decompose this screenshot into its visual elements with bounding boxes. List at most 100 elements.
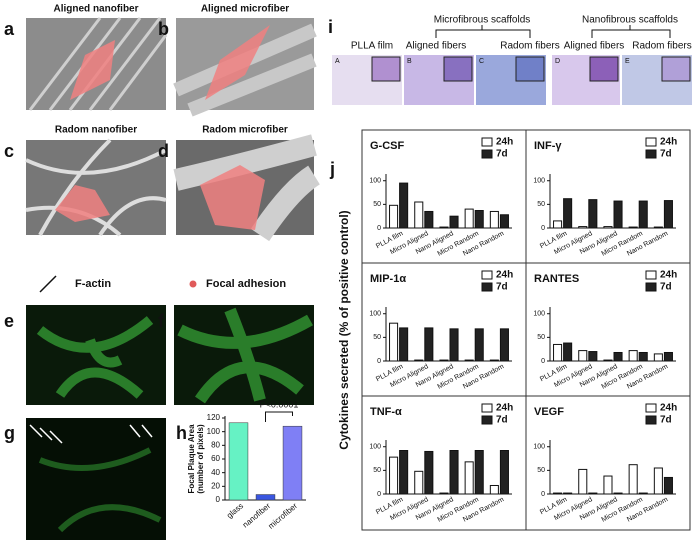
y-tick-label: 50 [537, 334, 545, 341]
bar [474, 210, 484, 229]
y-tick-label: 50 [373, 201, 381, 208]
image-letter: D [555, 58, 560, 65]
bar [638, 351, 648, 362]
bar [578, 350, 588, 362]
y-tick-label: 0 [216, 495, 221, 504]
y-tick-label: 0 [377, 491, 381, 498]
chart-title: INF-γ [534, 140, 562, 152]
bar [389, 456, 399, 495]
panel-label: a [4, 19, 15, 39]
bar [464, 461, 474, 495]
bar [489, 210, 499, 229]
bar [424, 210, 434, 229]
y-tick-label: 0 [377, 358, 381, 365]
legend-swatch [645, 415, 657, 425]
bar [588, 492, 598, 495]
legend-label: 24h [660, 270, 677, 281]
bar [464, 208, 474, 229]
y-tick-label: 50 [537, 467, 545, 474]
y-tick-label: 40 [211, 468, 220, 477]
bar [414, 201, 424, 229]
legend-swatch [481, 149, 493, 159]
legend-swatch [645, 270, 657, 280]
bar [653, 353, 663, 362]
bar [553, 343, 563, 362]
y-tick-label: 0 [541, 358, 545, 365]
panel-label: g [4, 423, 15, 443]
bar [439, 492, 449, 495]
legend-label: 7d [660, 415, 672, 426]
panel-label: c [4, 141, 14, 161]
sem-title: Radom microfiber [202, 125, 288, 136]
bar [474, 450, 484, 495]
legend-label: 7d [660, 149, 672, 160]
bar [603, 226, 613, 229]
legend-swatch [645, 403, 657, 413]
bar [628, 464, 638, 495]
legend-swatch [481, 137, 493, 147]
y-tick-label: 100 [369, 311, 381, 318]
bar [563, 342, 573, 362]
bar [449, 215, 459, 229]
bar [449, 328, 459, 362]
bar [399, 182, 409, 229]
bar [553, 492, 563, 495]
sem-title: Aligned microfiber [201, 4, 289, 15]
bar [578, 226, 588, 229]
i-header: Radom fibers [500, 41, 559, 52]
bar [424, 450, 434, 495]
legend-label: 7d [496, 149, 508, 160]
histology-images [332, 55, 692, 105]
bar [588, 199, 598, 229]
y-tick-label: 100 [369, 178, 381, 185]
legend-label: 24h [660, 403, 677, 414]
legend-swatch [645, 282, 657, 292]
bar [663, 476, 673, 495]
panel-label: d [158, 141, 169, 161]
legend-text: F-actin [75, 278, 111, 290]
legend-label: 7d [660, 282, 672, 293]
bar [414, 470, 424, 495]
image-letter: E [625, 58, 630, 65]
x-tick-label: microfiber [266, 501, 299, 531]
bar [439, 359, 449, 362]
legend-label: 24h [496, 137, 513, 148]
bar [389, 322, 399, 362]
chart-title: VEGF [534, 406, 564, 418]
annotation: P<0.0001 [260, 399, 299, 409]
panel-label: i [328, 17, 333, 37]
legend-swatch [481, 415, 493, 425]
legend-text: Focal adhesion [206, 278, 286, 290]
bar [389, 204, 399, 229]
y-tick-label: 100 [369, 444, 381, 451]
sem-title: Aligned nanofiber [54, 4, 139, 15]
panel-label: j [329, 159, 335, 179]
y-tick-label: 100 [207, 427, 221, 436]
legend-line [39, 275, 57, 293]
bar [653, 226, 663, 229]
bar [449, 450, 459, 495]
y-tick-label: 50 [537, 201, 545, 208]
bar [638, 200, 648, 229]
i-header: Microfibrous scaffolds [434, 15, 531, 26]
bar [603, 475, 613, 495]
chart-title: MIP-1α [370, 273, 406, 285]
y-tick-label: 50 [373, 334, 381, 341]
chart-title: RANTES [534, 273, 579, 285]
image-letter: C [479, 58, 484, 65]
i-header: Aligned fibers [406, 41, 467, 52]
bracket [435, 25, 671, 38]
i-header: Aligned fibers [564, 41, 625, 52]
bar [489, 484, 499, 495]
bar [499, 450, 509, 495]
bar [474, 328, 484, 362]
legend-swatch [481, 403, 493, 413]
panel-label: h [176, 423, 187, 443]
y-axis-label: Cytokines secreted (% of positive contro… [337, 210, 351, 449]
fluorescence-image [26, 418, 166, 540]
legend-label: 24h [496, 270, 513, 281]
bar [613, 492, 623, 495]
bar [489, 359, 499, 362]
bar [399, 327, 409, 362]
